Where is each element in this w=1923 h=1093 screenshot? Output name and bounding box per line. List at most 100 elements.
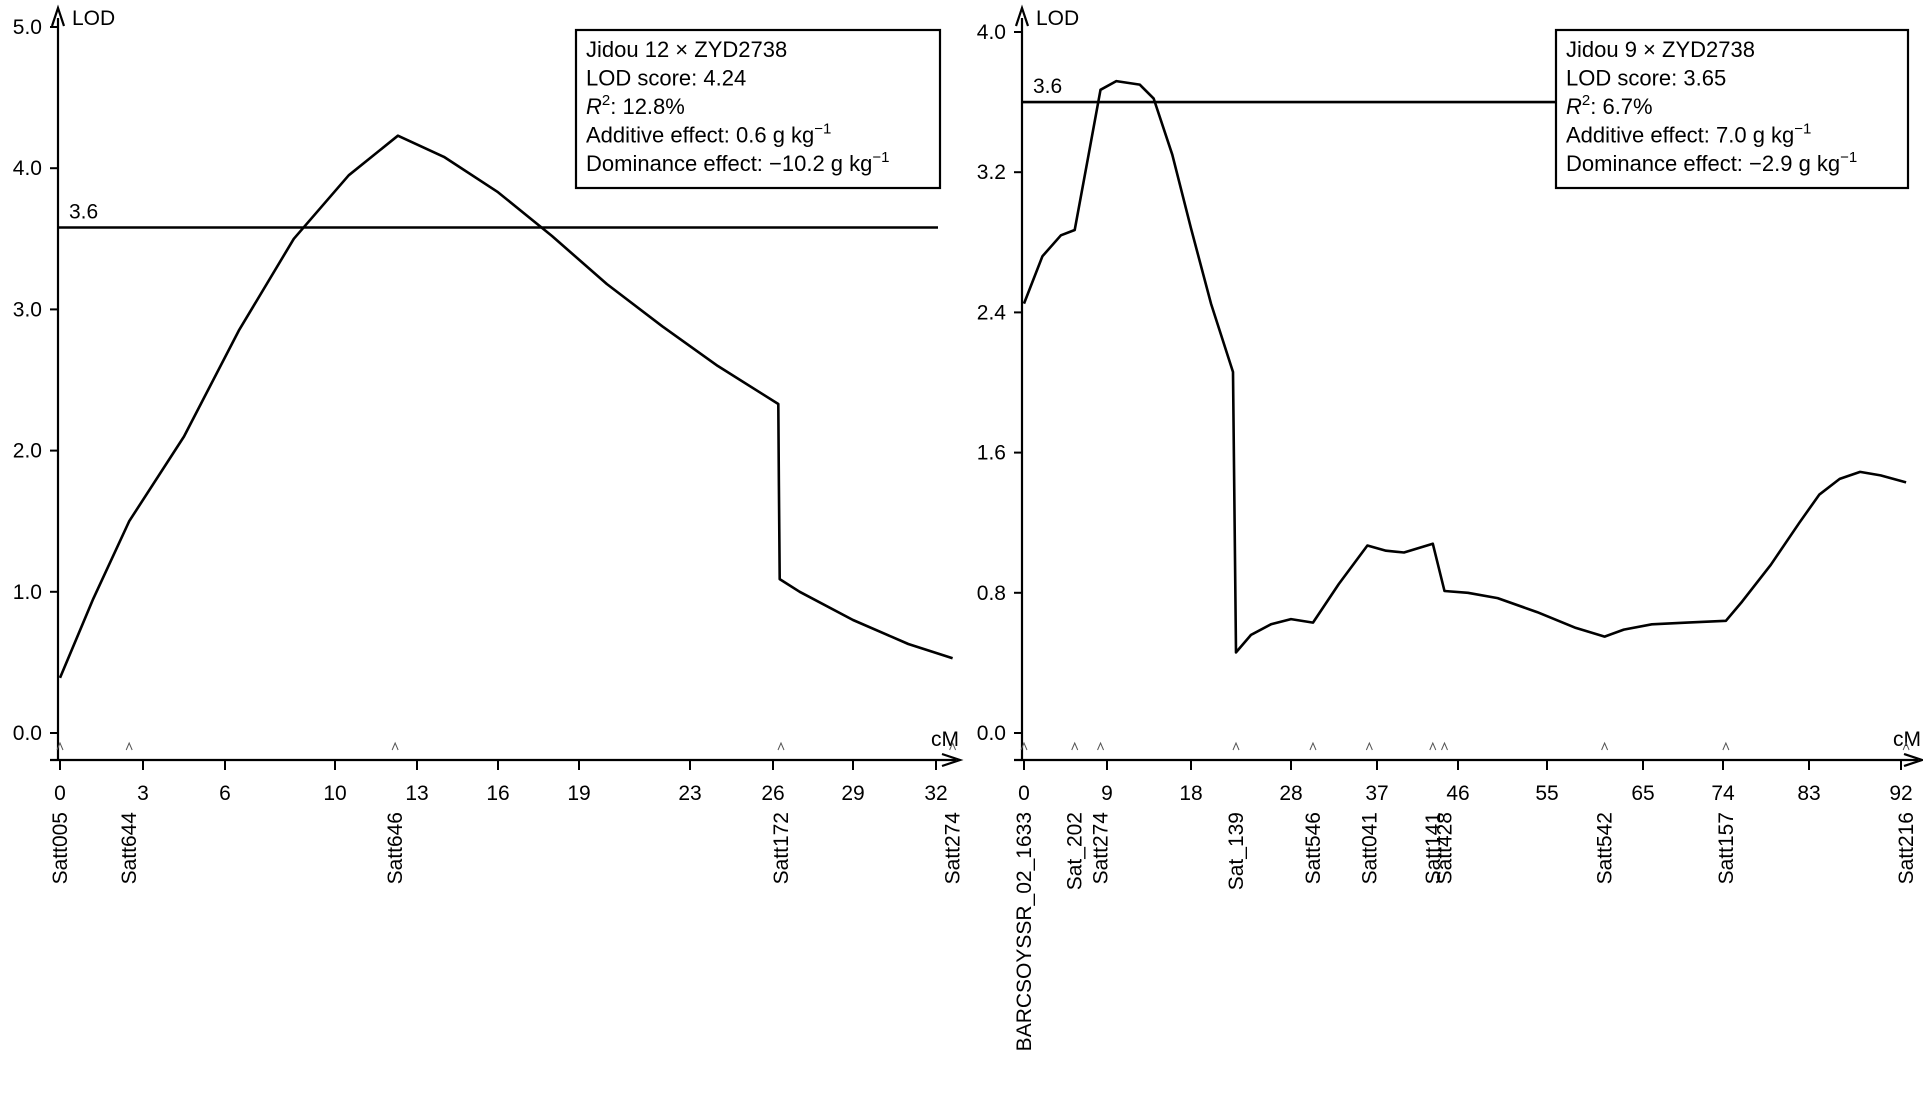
marker-triangle [949,741,957,751]
x-tick-label: 46 [1446,782,1469,805]
cross-name: Jidou 9 × ZYD2738 [1566,37,1755,62]
y-tick-label: 5.0 [13,16,42,39]
x-tick-label: 23 [678,782,701,805]
marker-label: Satt644 [118,812,141,885]
cross-name: Jidou 12 × ZYD2738 [586,37,787,62]
x-axis-arrow [941,752,964,768]
marker-label: Satt172 [770,812,793,884]
marker-label: Satt428 [1434,812,1457,884]
y-tick-label: 1.0 [13,581,42,604]
x-tick-label: 9 [1101,782,1113,805]
x-tick-label: 0 [54,782,66,805]
r2-symbol: R [1566,94,1582,119]
marker-triangle [1601,741,1609,751]
marker-triangle [1232,741,1240,751]
y-tick-label: 1.6 [977,442,1006,465]
threshold-label: 3.6 [69,201,98,224]
additive-effect-text: Additive effect: 0.6 g kg−1 [586,121,831,148]
chart-panel-right: LOD 0.0 0.8 1.6 2.4 3.2 4.0 cM 0 9 18 28 37 46 55 65 74 8… [977,4,1923,1051]
marker-triangle [777,741,785,751]
info-box [1554,28,1910,190]
marker-triangle [1309,741,1317,751]
dominance-effect-text: Dominance effect: −10.2 g kg−1 [586,149,890,176]
r2-superscript: 2 [1582,92,1590,109]
x-tick-label: 55 [1535,782,1558,805]
x-tick-label: 3 [137,782,149,805]
y-tick-label: 2.4 [977,301,1007,324]
y-axis-arrow [1014,4,1030,27]
x-tick-label: 65 [1631,782,1654,805]
additive-effect-value: Additive effect: 0.6 g kg [586,123,814,148]
lod-curve [58,134,953,679]
marker-label: Satt646 [384,812,407,884]
info-box [574,28,942,190]
y-tick-label: 3.2 [977,161,1006,184]
r2-value: : 6.7% [1590,94,1652,119]
marker-label: Satt041 [1358,812,1381,884]
marker-label: Sat_139 [1225,812,1248,890]
lod-score-text: LOD score: 4.24 [586,66,746,91]
marker-triangle [1071,741,1079,751]
dominance-effect-unit-exp: −1 [1840,149,1857,166]
marker-triangle [391,741,399,751]
r2-superscript: 2 [602,92,610,109]
dominance-effect-value: Dominance effect: −10.2 g kg [586,151,872,176]
y-tick-label: 4.0 [13,157,42,180]
y-axis-arrow [50,4,66,27]
y-tick-label: 4.0 [977,21,1006,44]
marker-label: Satt274 [942,812,965,885]
x-tick-label: 16 [486,782,509,805]
dominance-effect-text: Dominance effect: −2.9 g kg−1 [1566,149,1857,176]
x-tick-label: 28 [1279,782,1302,805]
marker-triangle [1902,741,1910,751]
x-tick-label: 18 [1179,782,1202,805]
y-axis-label: LOD [1036,7,1079,30]
x-tick-label: 37 [1365,782,1388,805]
additive-effect-text: Additive effect: 7.0 g kg−1 [1566,121,1811,148]
x-axis-arrow [1903,752,1923,768]
y-tick-label: 3.0 [13,298,42,321]
x-tick-label: 74 [1711,782,1735,805]
marker-label: Satt157 [1715,812,1738,884]
marker-triangle [1441,741,1448,751]
marker-triangle [1097,741,1104,751]
x-tick-label: 32 [924,782,947,805]
x-axis-label: cM [1893,728,1921,751]
dominance-effect-value: Dominance effect: −2.9 g kg [1566,151,1840,176]
y-tick-label: 0.0 [977,722,1006,745]
marker-label: Satt141 [1422,812,1445,884]
lod-curve [1022,79,1907,654]
marker-triangle [56,741,64,751]
additive-effect-value: Additive effect: 7.0 g kg [1566,123,1794,148]
marker-label: Satt005 [49,812,72,884]
r2-value: : 12.8% [610,94,685,119]
marker-label: Satt542 [1594,812,1617,884]
additive-effect-unit-exp: −1 [1794,121,1811,138]
r2-text: R2: 12.8% [586,92,685,119]
marker-label: Satt216 [1895,812,1918,884]
marker-label: Satt274 [1090,812,1113,885]
marker-label: Sat_202 [1064,812,1087,890]
additive-effect-unit-exp: −1 [814,121,831,138]
y-tick-label: 0.8 [977,582,1006,605]
x-tick-label: 0 [1018,782,1030,805]
x-tick-label: 29 [841,782,864,805]
marker-triangle [1429,741,1437,751]
dominance-effect-unit-exp: −1 [872,149,889,166]
marker-triangle [125,741,133,751]
marker-triangle [1020,741,1028,751]
marker-triangle [1722,741,1730,751]
x-tick-label: 13 [405,782,428,805]
x-tick-label: 6 [219,782,231,805]
x-tick-label: 19 [567,782,590,805]
threshold-label: 3.6 [1033,75,1062,98]
x-tick-label: 92 [1889,782,1912,805]
y-axis-label: LOD [72,7,115,30]
y-tick-label: 2.0 [13,440,42,463]
y-tick-label: 0.0 [13,722,42,745]
x-tick-label: 83 [1797,782,1820,805]
r2-text: R2: 6.7% [1566,92,1653,119]
lod-score-text: LOD score: 3.65 [1566,66,1726,91]
